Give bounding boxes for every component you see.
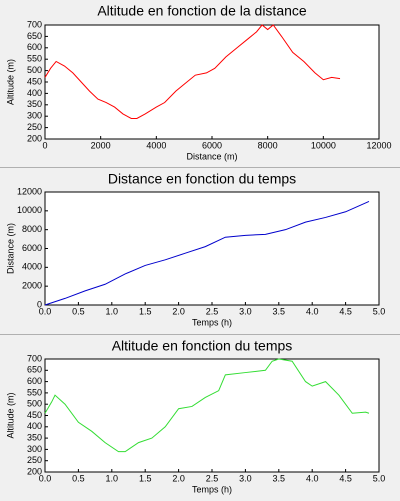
y-tick-label: 6000	[22, 243, 42, 253]
y-tick-label: 250	[27, 455, 42, 465]
y-tick-label: 350	[27, 99, 42, 109]
y-tick-label: 450	[27, 410, 42, 420]
x-tick-label: 0.5	[72, 473, 85, 483]
x-tick-label: 10000	[311, 140, 336, 150]
x-axis-label: Temps (h)	[192, 317, 232, 327]
y-tick-label: 300	[27, 111, 42, 121]
y-tick-label: 550	[27, 54, 42, 64]
y-tick-label: 500	[27, 65, 42, 75]
y-tick-label: 450	[27, 76, 42, 86]
y-tick-label: 12000	[17, 186, 42, 196]
x-tick-label: 12000	[366, 140, 391, 150]
y-tick-label: 10000	[17, 205, 42, 215]
y-tick-label: 550	[27, 387, 42, 397]
y-tick-label: 0	[37, 299, 42, 309]
y-tick-label: 350	[27, 432, 42, 442]
x-axis-label: Temps (h)	[192, 484, 232, 494]
x-tick-label: 1.0	[106, 473, 119, 483]
x-tick-label: 4.0	[306, 306, 319, 316]
x-tick-label: 5.0	[373, 473, 386, 483]
x-tick-label: 3.0	[239, 306, 252, 316]
y-tick-label: 200	[27, 466, 42, 476]
x-axis-label: Distance (m)	[186, 151, 237, 161]
y-axis-label: Altitude (m)	[5, 392, 15, 438]
y-tick-label: 4000	[22, 262, 42, 272]
chart-title: Altitude en fonction du temps	[112, 338, 293, 354]
x-tick-label: 5.0	[373, 306, 386, 316]
x-tick-label: 0.0	[39, 473, 52, 483]
y-tick-label: 700	[27, 353, 42, 363]
y-axis-label: Distance (m)	[5, 223, 15, 274]
y-tick-label: 600	[27, 376, 42, 386]
x-tick-label: 6000	[202, 140, 222, 150]
x-tick-label: 8000	[258, 140, 278, 150]
x-tick-label: 2.5	[206, 306, 219, 316]
x-tick-label: 4.5	[339, 473, 352, 483]
y-tick-label: 650	[27, 31, 42, 41]
x-tick-label: 1.0	[106, 306, 119, 316]
y-tick-label: 8000	[22, 224, 42, 234]
plot-area	[44, 24, 380, 140]
x-tick-label: 0	[42, 140, 47, 150]
y-tick-label: 2000	[22, 281, 42, 291]
y-tick-label: 600	[27, 42, 42, 52]
y-tick-label: 300	[27, 444, 42, 454]
y-axis-label: Altitude (m)	[5, 59, 15, 105]
chart-title: Altitude en fonction de la distance	[97, 3, 307, 19]
chart-title: Distance en fonction du temps	[108, 171, 296, 187]
x-tick-label: 2.0	[172, 473, 185, 483]
plot-area	[44, 358, 380, 473]
y-tick-label: 200	[27, 133, 42, 143]
data-line	[44, 358, 370, 453]
data-line	[44, 200, 370, 306]
y-tick-label: 400	[27, 421, 42, 431]
x-tick-label: 2000	[91, 140, 111, 150]
y-tick-label: 500	[27, 399, 42, 409]
y-tick-label: 400	[27, 88, 42, 98]
x-tick-label: 2.0	[172, 306, 185, 316]
x-tick-label: 3.0	[239, 473, 252, 483]
x-tick-label: 1.5	[139, 473, 152, 483]
x-tick-label: 4000	[146, 140, 166, 150]
x-tick-label: 3.5	[273, 473, 286, 483]
x-tick-label: 2.5	[206, 473, 219, 483]
x-tick-label: 4.0	[306, 473, 319, 483]
y-tick-label: 250	[27, 122, 42, 132]
x-tick-label: 3.5	[273, 306, 286, 316]
x-tick-label: 0.0	[39, 306, 52, 316]
x-tick-label: 0.5	[72, 306, 85, 316]
y-tick-label: 650	[27, 365, 42, 375]
x-tick-label: 1.5	[139, 306, 152, 316]
data-line	[44, 24, 341, 119]
y-tick-label: 700	[27, 19, 42, 29]
x-tick-label: 4.5	[339, 306, 352, 316]
